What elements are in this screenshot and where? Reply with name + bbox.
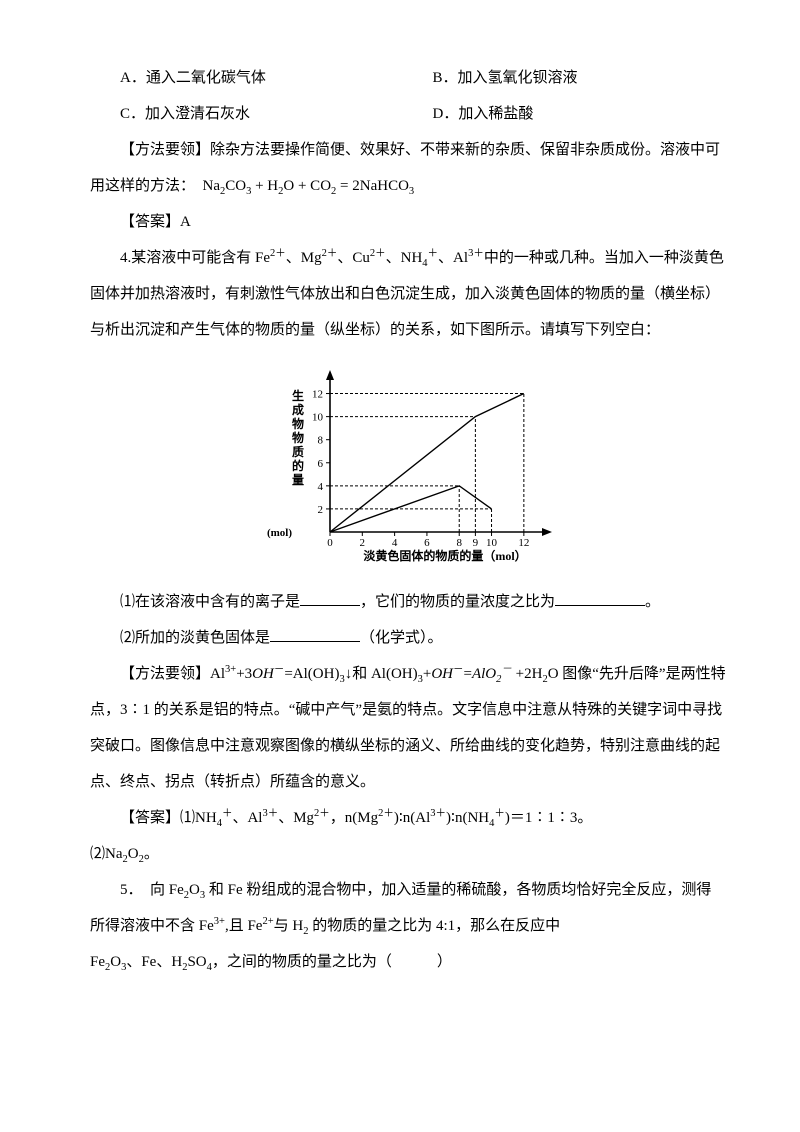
- option-c-tag: C．: [120, 106, 145, 122]
- svg-text:6: 6: [424, 537, 430, 549]
- q5-line1: 5． 向 Fe2O3 和 Fe 粉组成的混合物中，加入适量的稀硫酸，各物质均恰好…: [90, 872, 730, 908]
- svg-text:6: 6: [318, 458, 324, 470]
- q4-stem: 4.某溶液中可能含有 Fe2＋、Mg2＋、Cu2＋、NH4＋、Al3＋中的一种或…: [90, 240, 730, 348]
- svg-text:10: 10: [312, 412, 324, 424]
- option-a: A．通入二氧化碳气体: [90, 60, 418, 96]
- option-a-tag: A．: [120, 70, 146, 86]
- chart-svg: 024689101224681012生成物物质的量(mol)淡黄色固体的物质的量…: [250, 354, 570, 564]
- svg-text:生: 生: [292, 388, 304, 403]
- answer-2-label: 【答案】: [120, 810, 180, 826]
- svg-text:2: 2: [318, 504, 324, 516]
- svg-text:12: 12: [518, 537, 529, 549]
- option-d-text: 加入稀盐酸: [458, 106, 533, 122]
- method-2-label: 【方法要领】: [120, 666, 210, 682]
- blank-ions: [300, 590, 360, 606]
- method-1-label: 【方法要领】: [120, 142, 210, 158]
- answer-2-line1: 【答案】⑴NH4＋、Al3＋、Mg2＋，n(Mg2＋)∶n(Al3＋)∶n(NH…: [90, 800, 730, 836]
- method-1: 【方法要领】除杂方法要操作简便、效果好、不带来新的杂质、保留非杂质成份。溶液中可…: [90, 132, 730, 204]
- q4-sub1: ⑴在该溶液中含有的离子是，它们的物质的量浓度之比为。: [90, 584, 730, 620]
- blank-solid: [270, 626, 360, 642]
- option-row-1: A．通入二氧化碳气体 B．加入氢氧化钡溶液: [90, 60, 730, 96]
- q4-num: 4.: [120, 250, 131, 266]
- q5-num: 5．: [120, 882, 135, 898]
- option-d: D．加入稀盐酸: [418, 96, 731, 132]
- q4-sub2: ⑵所加的淡黄色固体是（化学式）。: [90, 620, 730, 656]
- svg-text:8: 8: [456, 537, 462, 549]
- option-b: B．加入氢氧化钡溶液: [418, 60, 731, 96]
- option-c-text: 加入澄清石灰水: [145, 106, 250, 122]
- option-row-2: C．加入澄清石灰水 D．加入稀盐酸: [90, 96, 730, 132]
- option-b-text: 加入氢氧化钡溶液: [458, 70, 578, 86]
- svg-text:的: 的: [292, 458, 304, 473]
- svg-text:0: 0: [327, 537, 333, 549]
- svg-text:2: 2: [360, 537, 366, 549]
- q5-line3: Fe2O3、Fe、H2SO4，之间的物质的量之比为（ ）: [90, 944, 730, 980]
- svg-text:12: 12: [312, 389, 323, 401]
- svg-text:成: 成: [292, 402, 304, 417]
- svg-text:9: 9: [473, 537, 479, 549]
- blank-ratio: [555, 590, 645, 606]
- answer-1-label: 【答案】: [120, 214, 180, 230]
- svg-text:量: 量: [292, 473, 304, 487]
- svg-text:10: 10: [486, 537, 498, 549]
- svg-text:(mol): (mol): [267, 527, 292, 539]
- option-c: C．加入澄清石灰水: [90, 96, 418, 132]
- svg-text:质: 质: [292, 444, 304, 459]
- chart-figure: 024689101224681012生成物物质的量(mol)淡黄色固体的物质的量…: [90, 354, 730, 578]
- answer-1-value: A: [180, 214, 191, 230]
- option-a-text: 通入二氧化碳气体: [146, 70, 266, 86]
- svg-text:4: 4: [318, 481, 324, 493]
- svg-text:物: 物: [292, 430, 304, 445]
- method-2: 【方法要领】Al3++3OH－=Al(OH)3↓和 Al(OH)3+OH－=Al…: [90, 656, 730, 800]
- svg-text:4: 4: [392, 537, 398, 549]
- answer-1: 【答案】A: [90, 204, 730, 240]
- svg-text:8: 8: [318, 435, 324, 447]
- svg-text:淡黄色固体的物质的量（mol）: 淡黄色固体的物质的量（mol）: [363, 548, 526, 563]
- answer-2-line2: ⑵Na2O2。: [90, 836, 730, 872]
- svg-text:物: 物: [292, 416, 304, 431]
- option-b-tag: B．: [433, 70, 458, 86]
- option-d-tag: D．: [433, 106, 459, 122]
- q5-line2: 所得溶液中不含 Fe3+,且 Fe2+与 H2 的物质的量之比为 4:1，那么在…: [90, 908, 730, 944]
